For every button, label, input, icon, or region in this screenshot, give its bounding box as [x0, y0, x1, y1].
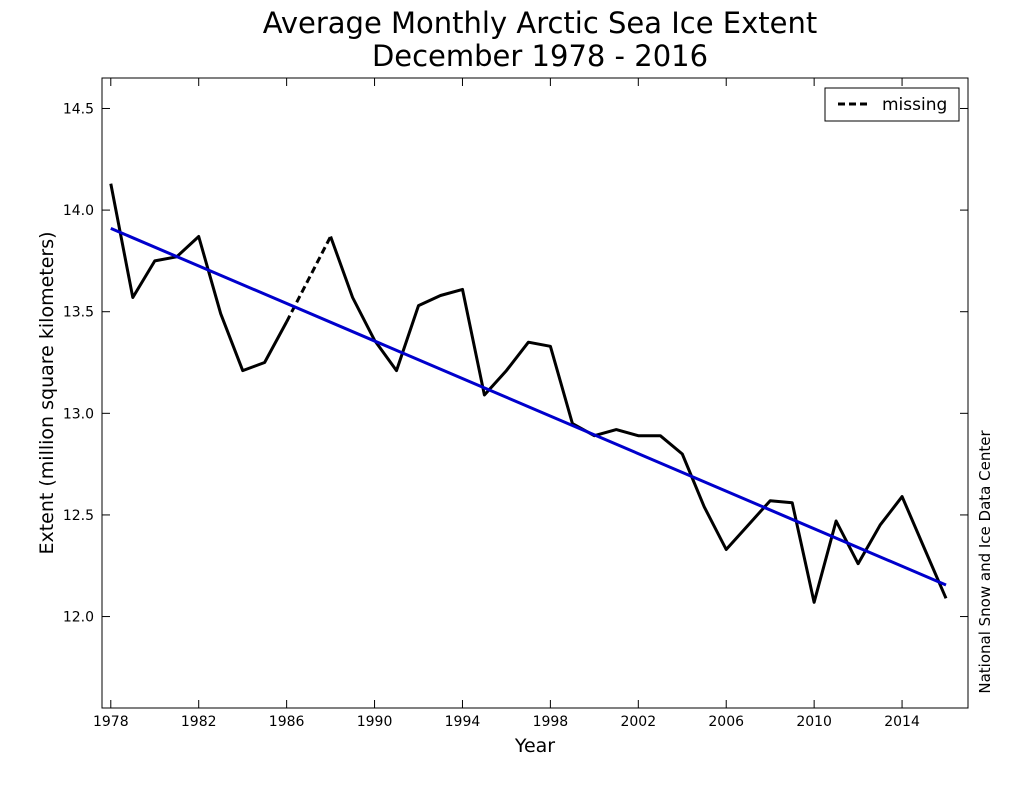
legend: missing: [824, 87, 960, 122]
x-tick-label: 2014: [884, 714, 920, 730]
x-tick-label: 1990: [357, 714, 393, 730]
x-tick-label: 1982: [181, 714, 217, 730]
missing-data-line: [285, 235, 332, 323]
x-tick-label: 1978: [93, 714, 129, 730]
extent-series-line-1: [109, 183, 288, 373]
x-tick-label: 2006: [708, 714, 744, 730]
chart-subtitle: December 1978 - 2016: [371, 39, 709, 73]
series-lines: [109, 183, 948, 604]
y-tick-label: 12.0: [63, 610, 94, 626]
chart-title: Average Monthly Arctic Sea Ice Extent: [262, 6, 818, 40]
y-axis-title: Extent (million square kilometers): [36, 231, 58, 554]
x-tick-label: 1998: [533, 714, 569, 730]
credit-label: National Snow and Ice Data Center: [976, 430, 994, 694]
y-tick-label: 13.0: [63, 406, 94, 422]
legend-box: [824, 87, 960, 122]
legend-label-missing: missing: [882, 95, 947, 115]
x-tick-label: 2002: [620, 714, 656, 730]
x-tick-label: 2010: [796, 714, 832, 730]
y-tick-label: 14.0: [63, 203, 94, 219]
extent-series-line-2: [329, 235, 948, 604]
y-tick-label: 14.5: [63, 101, 94, 117]
plot-frame: [101, 77, 969, 709]
y-tick-label: 12.5: [63, 508, 94, 524]
trend-line: [110, 227, 947, 587]
axis-ticks: 1978 1982 1986 1990 1994 1998 2002 2006 2010 2014…: [63, 78, 968, 730]
x-axis-title: Year: [514, 735, 555, 757]
x-tick-label: 1986: [269, 714, 305, 730]
x-tick-label: 1994: [445, 714, 481, 730]
y-tick-label: 13.5: [63, 305, 94, 321]
